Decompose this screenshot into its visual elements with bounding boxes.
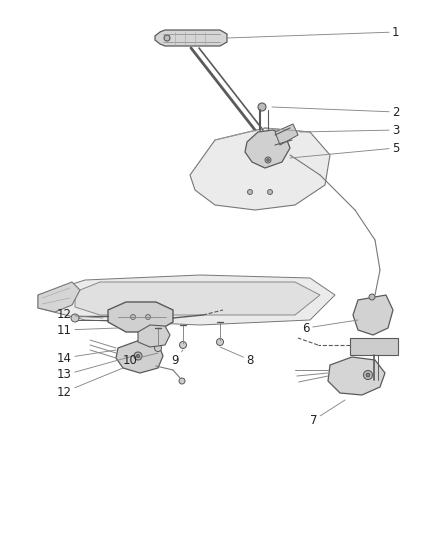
Circle shape bbox=[364, 370, 372, 379]
Text: 13: 13 bbox=[57, 356, 133, 382]
Polygon shape bbox=[75, 282, 320, 315]
Text: 7: 7 bbox=[310, 400, 345, 426]
Polygon shape bbox=[38, 275, 335, 325]
Polygon shape bbox=[108, 302, 173, 332]
Circle shape bbox=[164, 35, 170, 41]
Circle shape bbox=[258, 103, 266, 111]
Polygon shape bbox=[116, 340, 163, 373]
Circle shape bbox=[155, 344, 162, 351]
Text: 10: 10 bbox=[123, 353, 158, 367]
Text: 14: 14 bbox=[57, 350, 116, 365]
Text: 9: 9 bbox=[171, 350, 183, 367]
Circle shape bbox=[179, 378, 185, 384]
Circle shape bbox=[216, 338, 223, 345]
Polygon shape bbox=[38, 282, 80, 312]
Text: 11: 11 bbox=[57, 324, 118, 336]
Circle shape bbox=[147, 331, 153, 337]
Circle shape bbox=[71, 314, 79, 322]
Circle shape bbox=[247, 190, 252, 195]
Text: 2: 2 bbox=[272, 106, 399, 118]
Text: 1: 1 bbox=[227, 26, 399, 38]
Text: 8: 8 bbox=[220, 347, 254, 367]
Circle shape bbox=[137, 354, 139, 358]
Circle shape bbox=[134, 352, 142, 360]
Circle shape bbox=[180, 342, 187, 349]
Text: 3: 3 bbox=[300, 124, 399, 136]
Polygon shape bbox=[190, 128, 330, 210]
Polygon shape bbox=[353, 295, 393, 335]
Text: 12: 12 bbox=[57, 309, 103, 321]
Circle shape bbox=[267, 159, 269, 161]
Circle shape bbox=[268, 190, 272, 195]
Circle shape bbox=[366, 373, 370, 377]
Circle shape bbox=[369, 294, 375, 300]
Text: 5: 5 bbox=[290, 141, 399, 158]
Polygon shape bbox=[328, 357, 385, 395]
Circle shape bbox=[265, 157, 271, 163]
Polygon shape bbox=[245, 130, 290, 168]
Polygon shape bbox=[350, 338, 398, 355]
Text: 12: 12 bbox=[57, 368, 123, 399]
Circle shape bbox=[131, 314, 135, 319]
Text: 6: 6 bbox=[303, 320, 358, 335]
Polygon shape bbox=[155, 30, 227, 46]
Circle shape bbox=[145, 314, 151, 319]
Polygon shape bbox=[138, 325, 170, 347]
Polygon shape bbox=[275, 124, 298, 145]
Circle shape bbox=[372, 379, 379, 386]
Polygon shape bbox=[140, 330, 160, 343]
